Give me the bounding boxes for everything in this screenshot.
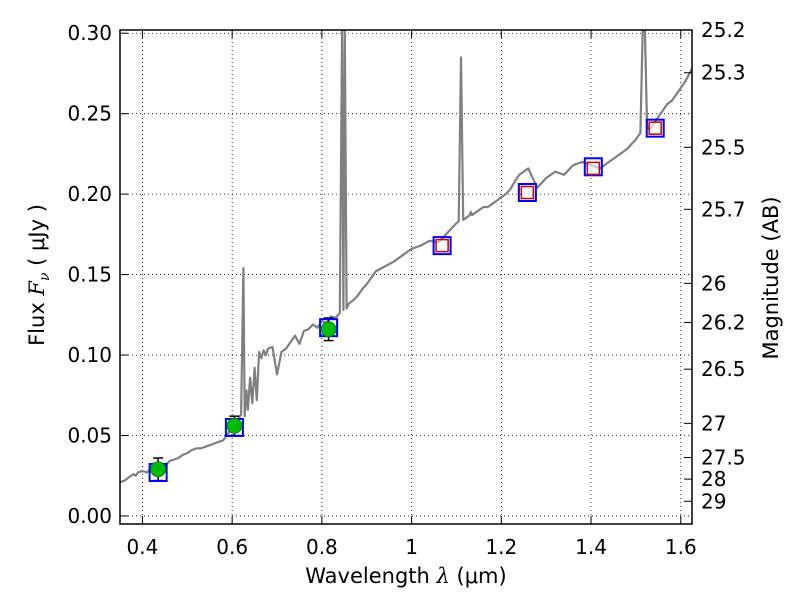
x-tick-label: 1.6 [665,535,697,559]
magnitude-tick-label: 26.5 [701,357,746,381]
observed-point [150,461,167,478]
y-tick-label: 0.20 [67,182,112,206]
x-tick-label: 1.2 [485,535,517,559]
observed-point [226,417,243,434]
model-box [645,118,665,138]
predicted-box-layer [435,121,662,253]
y-tick-label: 0.25 [67,102,112,126]
magnitude-tick-label: 27 [701,411,726,435]
x-tick-label: 0.4 [127,535,159,559]
model-box [583,157,603,177]
y-tick-label: 0.15 [67,263,112,287]
magnitude-tick-label: 26 [701,271,726,295]
predicted-box [520,185,535,200]
x-tick-label: 0.6 [216,535,248,559]
predicted-box [648,121,662,135]
magnitude-tick-label: 25.2 [701,18,746,42]
magnitude-tick-label: 25.3 [701,61,746,85]
y-axis-title: Flux Fν ( μJy ) [25,204,53,346]
predicted-box [435,238,449,253]
grid-lines [120,30,692,524]
magnitude-tick-label: 27.5 [701,446,746,470]
y-axis: 0.00 0.05 0.10 0.15 0.20 0.25 0.30 [67,21,128,528]
spectrum-layer [120,30,692,484]
observed-point [320,321,337,338]
predicted-box [586,161,601,176]
x-tick-label: 1 [405,535,418,559]
x-axis-title: Wavelength λ (μm) [305,564,506,588]
y-tick-label: 0.10 [67,343,112,367]
x-tick-label: 1.4 [575,535,607,559]
magnitude-tick-label: 28 [701,467,726,491]
magnitude-tick-label: 26.2 [701,310,746,334]
plot-frame [119,29,693,525]
x-tick-label: 0.8 [306,535,338,559]
observed-point-layer [150,321,337,478]
y-tick-label: 0.05 [67,423,112,447]
magnitude-axis-title: Magnitude (AB) [759,196,783,359]
y-tick-label: 0.30 [67,21,112,45]
y-tick-label: 0.00 [67,504,112,528]
magnitude-tick-label: 25.7 [701,197,746,221]
magnitude-tick-label: 25.5 [701,135,746,159]
magnitude-tick-label: 29 [701,489,726,513]
model-box [517,183,537,203]
model-box [432,236,452,256]
x-axis: 0.4 0.6 0.8 1 1.2 1.4 1.6 [127,30,697,559]
spectrum-line [120,30,692,484]
